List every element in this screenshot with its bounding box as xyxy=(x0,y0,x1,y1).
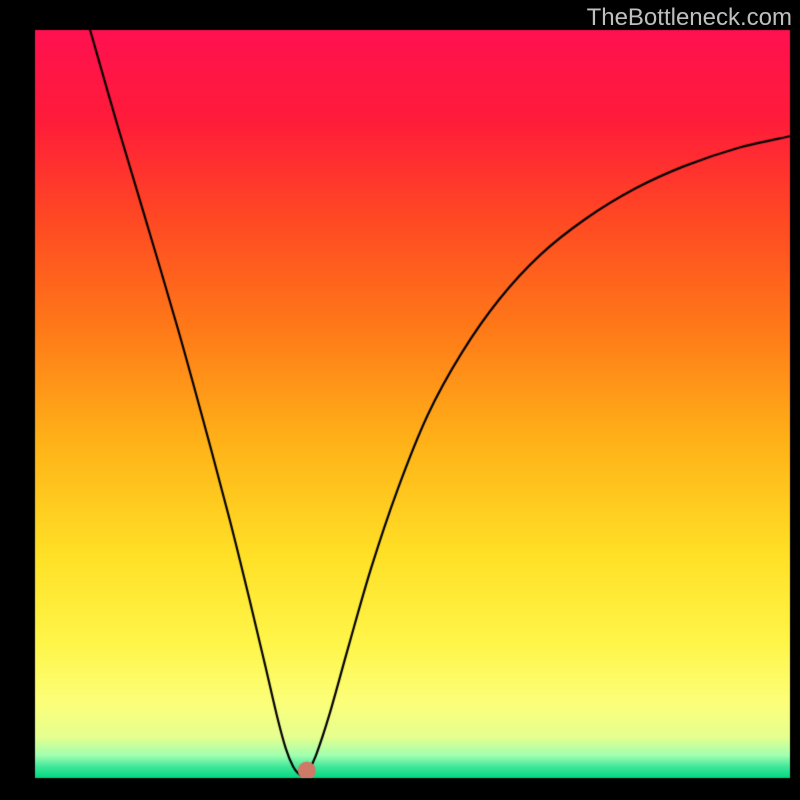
chart-container: TheBottleneck.com xyxy=(0,0,800,800)
bottleneck-curve xyxy=(0,0,800,800)
